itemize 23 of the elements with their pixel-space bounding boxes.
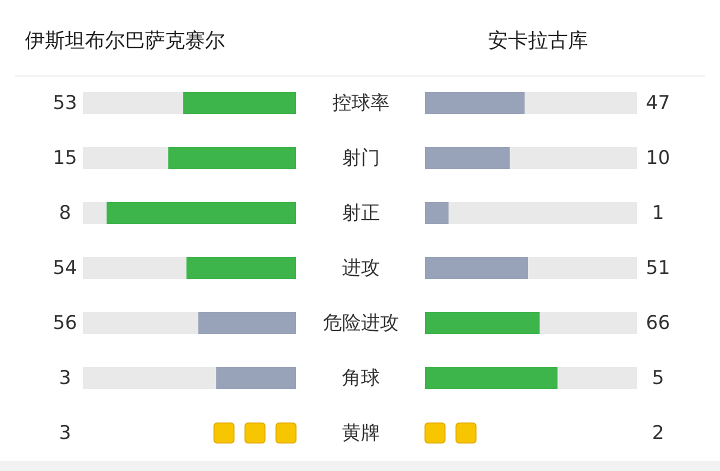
category-label: 控球率: [332, 92, 390, 114]
data-label: 3: [58, 367, 72, 389]
category-label: 射门: [342, 147, 380, 169]
data-label: 2: [652, 422, 664, 444]
text: 安卡拉古库: [488, 28, 588, 52]
data-label: 15: [52, 147, 78, 169]
category-label: 危险进攻: [323, 312, 399, 334]
data-label: 10: [646, 147, 670, 169]
text: 伊斯坦布尔巴萨克赛尔: [25, 28, 225, 52]
data-label: 1: [652, 202, 664, 224]
category-label: 射正: [342, 202, 380, 224]
data-label: 51: [646, 257, 670, 279]
data-label: 54: [52, 257, 78, 279]
data-label: 3: [58, 422, 72, 444]
data-label: 8: [58, 202, 72, 224]
category-label: 角球: [342, 367, 380, 389]
data-label: 5: [652, 367, 664, 389]
data-label: 47: [646, 92, 670, 114]
data-label: 66: [646, 312, 670, 334]
category-label: 进攻: [342, 257, 380, 279]
data-label: 53: [52, 92, 78, 114]
data-label: 56: [52, 312, 78, 334]
category-label: 黄牌: [342, 422, 380, 444]
